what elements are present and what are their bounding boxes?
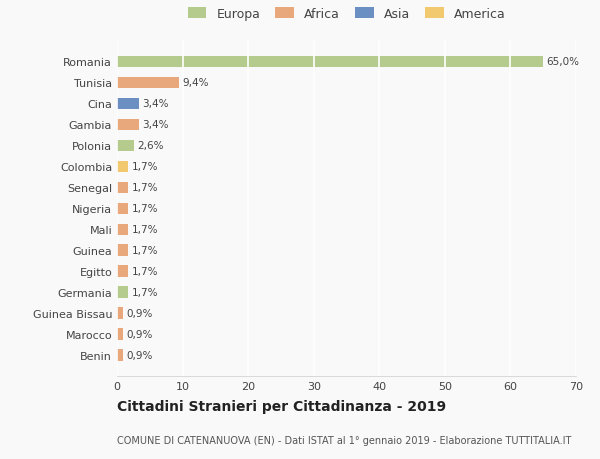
Text: 3,4%: 3,4%: [143, 120, 169, 130]
Bar: [117, 287, 128, 298]
Bar: [117, 203, 128, 215]
Text: 1,7%: 1,7%: [131, 267, 158, 277]
Text: COMUNE DI CATENANUOVA (EN) - Dati ISTAT al 1° gennaio 2019 - Elaborazione TUTTIT: COMUNE DI CATENANUOVA (EN) - Dati ISTAT …: [117, 435, 571, 445]
Text: 0,9%: 0,9%: [126, 350, 152, 360]
Bar: [117, 161, 128, 173]
Text: 0,9%: 0,9%: [126, 308, 152, 319]
Text: 1,7%: 1,7%: [131, 246, 158, 256]
Bar: [117, 350, 123, 361]
Bar: [117, 245, 128, 257]
Bar: [117, 98, 139, 110]
Bar: [117, 224, 128, 235]
Text: 0,9%: 0,9%: [126, 330, 152, 340]
Text: 2,6%: 2,6%: [137, 141, 164, 151]
Bar: [117, 140, 134, 152]
Legend: Europa, Africa, Asia, America: Europa, Africa, Asia, America: [184, 4, 509, 24]
Bar: [117, 308, 123, 319]
Bar: [117, 56, 543, 68]
Text: 3,4%: 3,4%: [143, 99, 169, 109]
Bar: [117, 182, 128, 194]
Text: 1,7%: 1,7%: [131, 225, 158, 235]
Text: 1,7%: 1,7%: [131, 204, 158, 214]
Text: Cittadini Stranieri per Cittadinanza - 2019: Cittadini Stranieri per Cittadinanza - 2…: [117, 399, 446, 413]
Bar: [117, 119, 139, 131]
Text: 65,0%: 65,0%: [547, 57, 580, 67]
Text: 9,4%: 9,4%: [182, 78, 208, 88]
Bar: [117, 78, 179, 89]
Text: 1,7%: 1,7%: [131, 183, 158, 193]
Bar: [117, 329, 123, 340]
Text: 1,7%: 1,7%: [131, 288, 158, 297]
Bar: [117, 266, 128, 277]
Text: 1,7%: 1,7%: [131, 162, 158, 172]
